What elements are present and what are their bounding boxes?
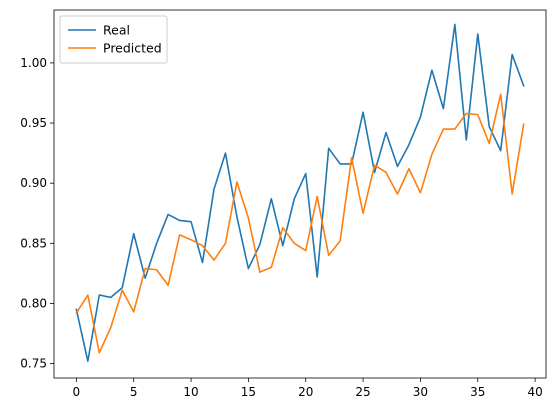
x-tick-label: 20 [298,385,313,399]
legend-label-real: Real [103,23,130,38]
x-tick-label: 35 [470,385,485,399]
x-tick-label: 10 [183,385,198,399]
plot-background [54,10,546,378]
x-tick-label: 15 [241,385,256,399]
x-tick-label: 40 [527,385,542,399]
y-axis-ticks: 0.75 0.80 0.85 0.90 0.95 1.00 [20,56,54,371]
legend-label-predicted: Predicted [103,41,162,56]
y-tick-label: 1.00 [20,56,47,70]
x-tick-label: 25 [355,385,370,399]
y-tick-label: 0.90 [20,176,47,190]
legend: Real Predicted [59,15,168,64]
y-tick-label: 0.85 [20,236,47,250]
series-line-real [75,23,525,362]
x-tick-label: 30 [413,385,428,399]
series-layer [75,23,525,362]
legend-box [59,15,168,64]
x-axis-ticks: 0 5 10 15 20 25 30 35 40 [73,378,543,399]
x-tick-label: 0 [73,385,81,399]
y-tick-label: 0.95 [20,116,47,130]
x-tick-label: 5 [130,385,138,399]
series-line-predicted [75,93,525,354]
plot-frame [53,9,547,379]
y-tick-label: 0.80 [20,296,47,310]
y-tick-label: 0.75 [20,357,47,371]
